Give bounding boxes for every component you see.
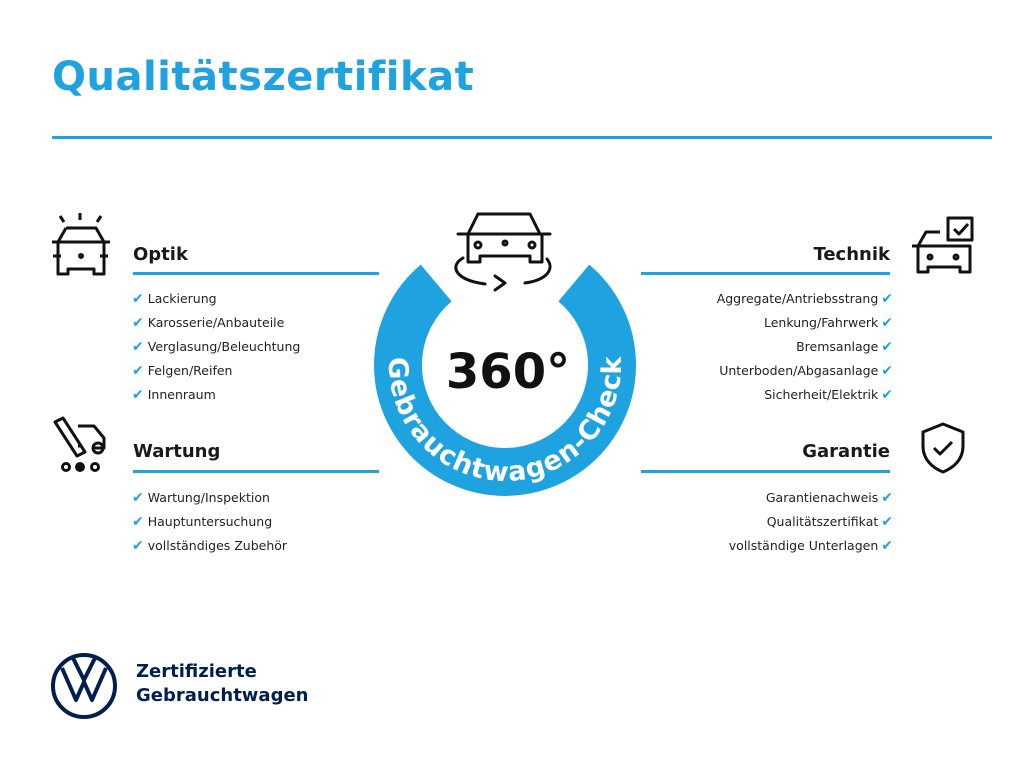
check-icon: ✔ [132,291,144,307]
car-rotate-icon [454,212,552,292]
service-van-icon [53,416,106,472]
wartung-list: ✔ Wartung/Inspektion ✔ Hauptuntersuchung ✔… [132,486,287,558]
list-item: Aggregate/Antriebsstrang ✔ [716,291,893,307]
vw-logo [51,653,117,719]
section-heading-technik: Technik [813,244,890,265]
garantie-list: Garantienachweis ✔ Qualitätszertifikat ✔ v… [729,486,893,558]
section-heading-wartung: Wartung [133,441,221,462]
brand-line-1: Zertifizierte [136,661,257,682]
list-item: vollständige Unterlagen ✔ [728,538,893,554]
list-item: ✔ vollständiges Zubehör [132,538,288,554]
check-icon: ✔ [881,363,893,379]
brand-line-2: Gebrauchtwagen [136,685,309,706]
section-divider [133,272,379,275]
list-item: ✔ Wartung/Inspektion [132,490,270,506]
brand-label: Zertifizierte Gebrauchtwagen [136,660,308,708]
car-lights-icon [52,213,110,276]
list-item: Lenkung/Fahrwerk ✔ [764,315,893,331]
section-divider [641,470,890,473]
shield-check-icon [921,422,965,474]
list-item: Bremsanlage ✔ [796,339,893,355]
check-icon: ✔ [881,315,893,331]
check-icon: ✔ [132,490,144,506]
check-icon: ✔ [881,387,893,403]
list-item: Unterboden/Abgasanlage ✔ [719,363,893,379]
degrees-label: 360° [446,344,570,400]
list-item: ✔ Felgen/Reifen [132,363,233,379]
check-icon: ✔ [881,514,893,530]
list-item: ✔ Karosserie/Anbauteile [132,315,285,331]
section-divider [133,470,379,473]
check-icon: ✔ [132,514,144,530]
check-icon: ✔ [881,339,893,355]
list-item: ✔ Hauptuntersuchung [132,514,273,530]
check-icon: ✔ [881,538,893,554]
list-item: Sicherheit/Elektrik ✔ [764,387,893,403]
check-icon: ✔ [881,291,893,307]
list-item: ✔ Lackierung [132,291,217,307]
check-icon: ✔ [132,538,144,554]
section-divider [641,272,890,275]
page-title: Qualitätszertifikat [52,54,475,100]
section-heading-garantie: Garantie [802,441,890,462]
optik-list: ✔ Lackierung ✔ Karosserie/Anbauteile ✔ Verg… [132,287,300,407]
check-icon: ✔ [132,363,144,379]
list-item: ✔ Innenraum [132,387,216,403]
title-divider [52,136,992,139]
check-icon: ✔ [132,339,144,355]
list-item: ✔ Verglasung/Beleuchtung [132,339,301,355]
list-item: Qualitätszertifikat ✔ [766,514,893,530]
list-item: Garantienachweis ✔ [765,490,893,506]
check-icon: ✔ [132,315,144,331]
car-checkbox-icon [912,216,974,274]
section-heading-optik: Optik [133,244,188,265]
check-icon: ✔ [132,387,144,403]
technik-list: Aggregate/Antriebsstrang ✔ Lenkung/Fahrwe… [717,287,893,407]
check-icon: ✔ [881,490,893,506]
ring [374,264,636,496]
